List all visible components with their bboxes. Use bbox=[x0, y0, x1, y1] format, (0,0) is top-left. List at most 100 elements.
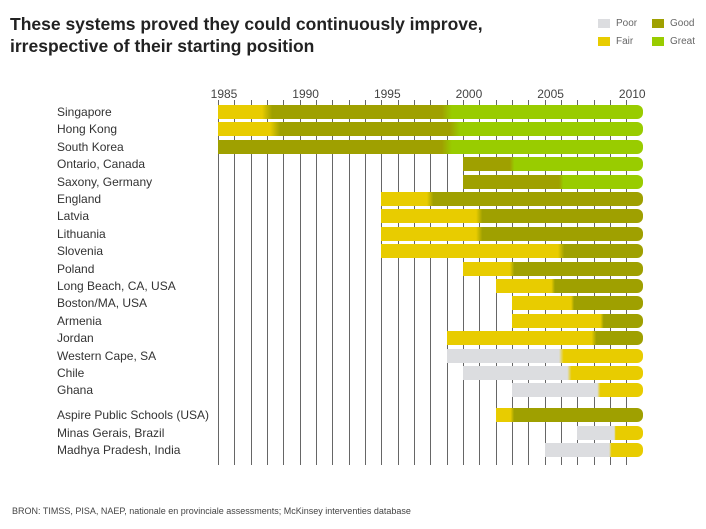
gridline bbox=[381, 100, 383, 465]
gridline bbox=[446, 100, 448, 465]
segment-good bbox=[553, 279, 643, 293]
legend-label: Fair bbox=[616, 36, 634, 47]
timeline-bar bbox=[462, 174, 643, 189]
segment-good bbox=[479, 209, 642, 223]
row-label: Slovenia bbox=[57, 244, 104, 259]
segment-fair bbox=[218, 105, 267, 119]
legend-item-poor: Poor bbox=[598, 18, 637, 29]
row-label: Minas Gerais, Brazil bbox=[57, 425, 165, 440]
segment-good bbox=[602, 314, 643, 328]
gridline bbox=[266, 100, 268, 465]
timeline-bar bbox=[218, 105, 643, 119]
timeline-bar bbox=[462, 157, 643, 172]
gridline bbox=[234, 100, 236, 465]
legend-swatch bbox=[652, 37, 664, 46]
gridline bbox=[479, 100, 481, 465]
segment-poor bbox=[463, 366, 569, 380]
row-label: England bbox=[57, 192, 102, 206]
segment-fair bbox=[615, 426, 643, 440]
segment-fair bbox=[381, 227, 479, 241]
x-tick-label: 1990 bbox=[292, 87, 319, 101]
legend-swatch bbox=[598, 19, 610, 28]
segment-poor bbox=[512, 383, 599, 397]
timeline-bar bbox=[381, 209, 643, 224]
segment-fair bbox=[598, 383, 642, 397]
legend-label: Poor bbox=[616, 18, 638, 29]
timeline-bar bbox=[381, 226, 643, 241]
legend-label: Great bbox=[670, 36, 696, 47]
gridline bbox=[413, 100, 415, 465]
segment-good bbox=[275, 122, 455, 136]
x-tick-label: 1985 bbox=[210, 87, 238, 101]
segment-great bbox=[561, 175, 643, 189]
row-label: Singapore bbox=[57, 105, 112, 119]
segment-good bbox=[561, 244, 643, 258]
timeline-bar bbox=[446, 348, 643, 363]
row-label: Armenia bbox=[57, 313, 102, 328]
timeline-bar bbox=[511, 383, 643, 398]
x-tick-label: 1995 bbox=[373, 87, 401, 101]
gridline bbox=[218, 100, 219, 465]
gridline bbox=[364, 100, 366, 465]
segment-fair bbox=[561, 349, 643, 363]
legend-swatch bbox=[652, 19, 664, 28]
timeline-bar bbox=[218, 122, 643, 137]
gridline bbox=[430, 100, 432, 465]
gridline bbox=[283, 100, 285, 465]
gridline bbox=[397, 100, 399, 465]
row-label: Western Cape, SA bbox=[57, 348, 157, 363]
segment-fair bbox=[381, 244, 561, 258]
row-label: Chile bbox=[57, 366, 85, 380]
segment-good bbox=[572, 296, 642, 310]
segment-good bbox=[512, 262, 643, 276]
x-tick-label: 2000 bbox=[455, 87, 483, 101]
segment-poor bbox=[545, 443, 610, 457]
row-label: Poland bbox=[57, 261, 95, 276]
timeline-bar bbox=[544, 443, 643, 458]
segment-fair bbox=[496, 279, 553, 293]
timeline-bar bbox=[495, 279, 643, 293]
legend-item-fair: Fair bbox=[598, 36, 633, 47]
segment-fair bbox=[447, 331, 594, 345]
row-label: Hong Kong bbox=[57, 122, 118, 137]
source-footnote: BRON: TIMSS, PISA, NAEP, nationale en pr… bbox=[12, 506, 411, 516]
segment-great bbox=[455, 122, 643, 136]
row-label: Lithuania bbox=[57, 226, 106, 241]
timeline-bar bbox=[218, 139, 643, 154]
timeline-bar bbox=[577, 425, 643, 440]
segment-great bbox=[447, 140, 643, 154]
row-label: Boston/MA, USA bbox=[57, 296, 148, 311]
x-tick-label: 2010 bbox=[618, 87, 646, 101]
gridline bbox=[250, 100, 252, 465]
timeline-bar bbox=[381, 244, 643, 259]
segment-fair bbox=[218, 122, 275, 136]
timeline-bar bbox=[511, 313, 643, 328]
segment-fair bbox=[381, 192, 430, 206]
segment-good bbox=[267, 105, 447, 119]
timeline-bar bbox=[511, 296, 643, 311]
row-label: Jordan bbox=[57, 331, 94, 346]
segment-poor bbox=[577, 426, 615, 440]
row-label: Latvia bbox=[57, 209, 90, 224]
gridline bbox=[462, 100, 464, 465]
chart-title: These systems proved they could continuo… bbox=[10, 14, 483, 56]
timeline-bar bbox=[381, 192, 643, 206]
timeline-bar bbox=[446, 331, 643, 346]
segment-good bbox=[430, 192, 642, 206]
row-label: South Korea bbox=[57, 139, 124, 154]
row-label: Saxony, Germany bbox=[57, 174, 153, 189]
gridline bbox=[348, 100, 350, 465]
row-label: Aspire Public Schools (USA) bbox=[57, 408, 210, 423]
segment-good bbox=[512, 408, 643, 422]
row-label: Ghana bbox=[57, 383, 94, 398]
segment-good bbox=[218, 140, 447, 154]
gridline bbox=[299, 100, 301, 465]
segment-fair bbox=[610, 443, 643, 457]
segment-great bbox=[512, 157, 643, 171]
legend-label: Good bbox=[670, 18, 695, 29]
timeline-bar bbox=[495, 408, 643, 423]
row-label: Long Beach, CA, USA bbox=[57, 279, 176, 293]
gridline bbox=[315, 100, 317, 465]
segment-good bbox=[463, 175, 561, 189]
